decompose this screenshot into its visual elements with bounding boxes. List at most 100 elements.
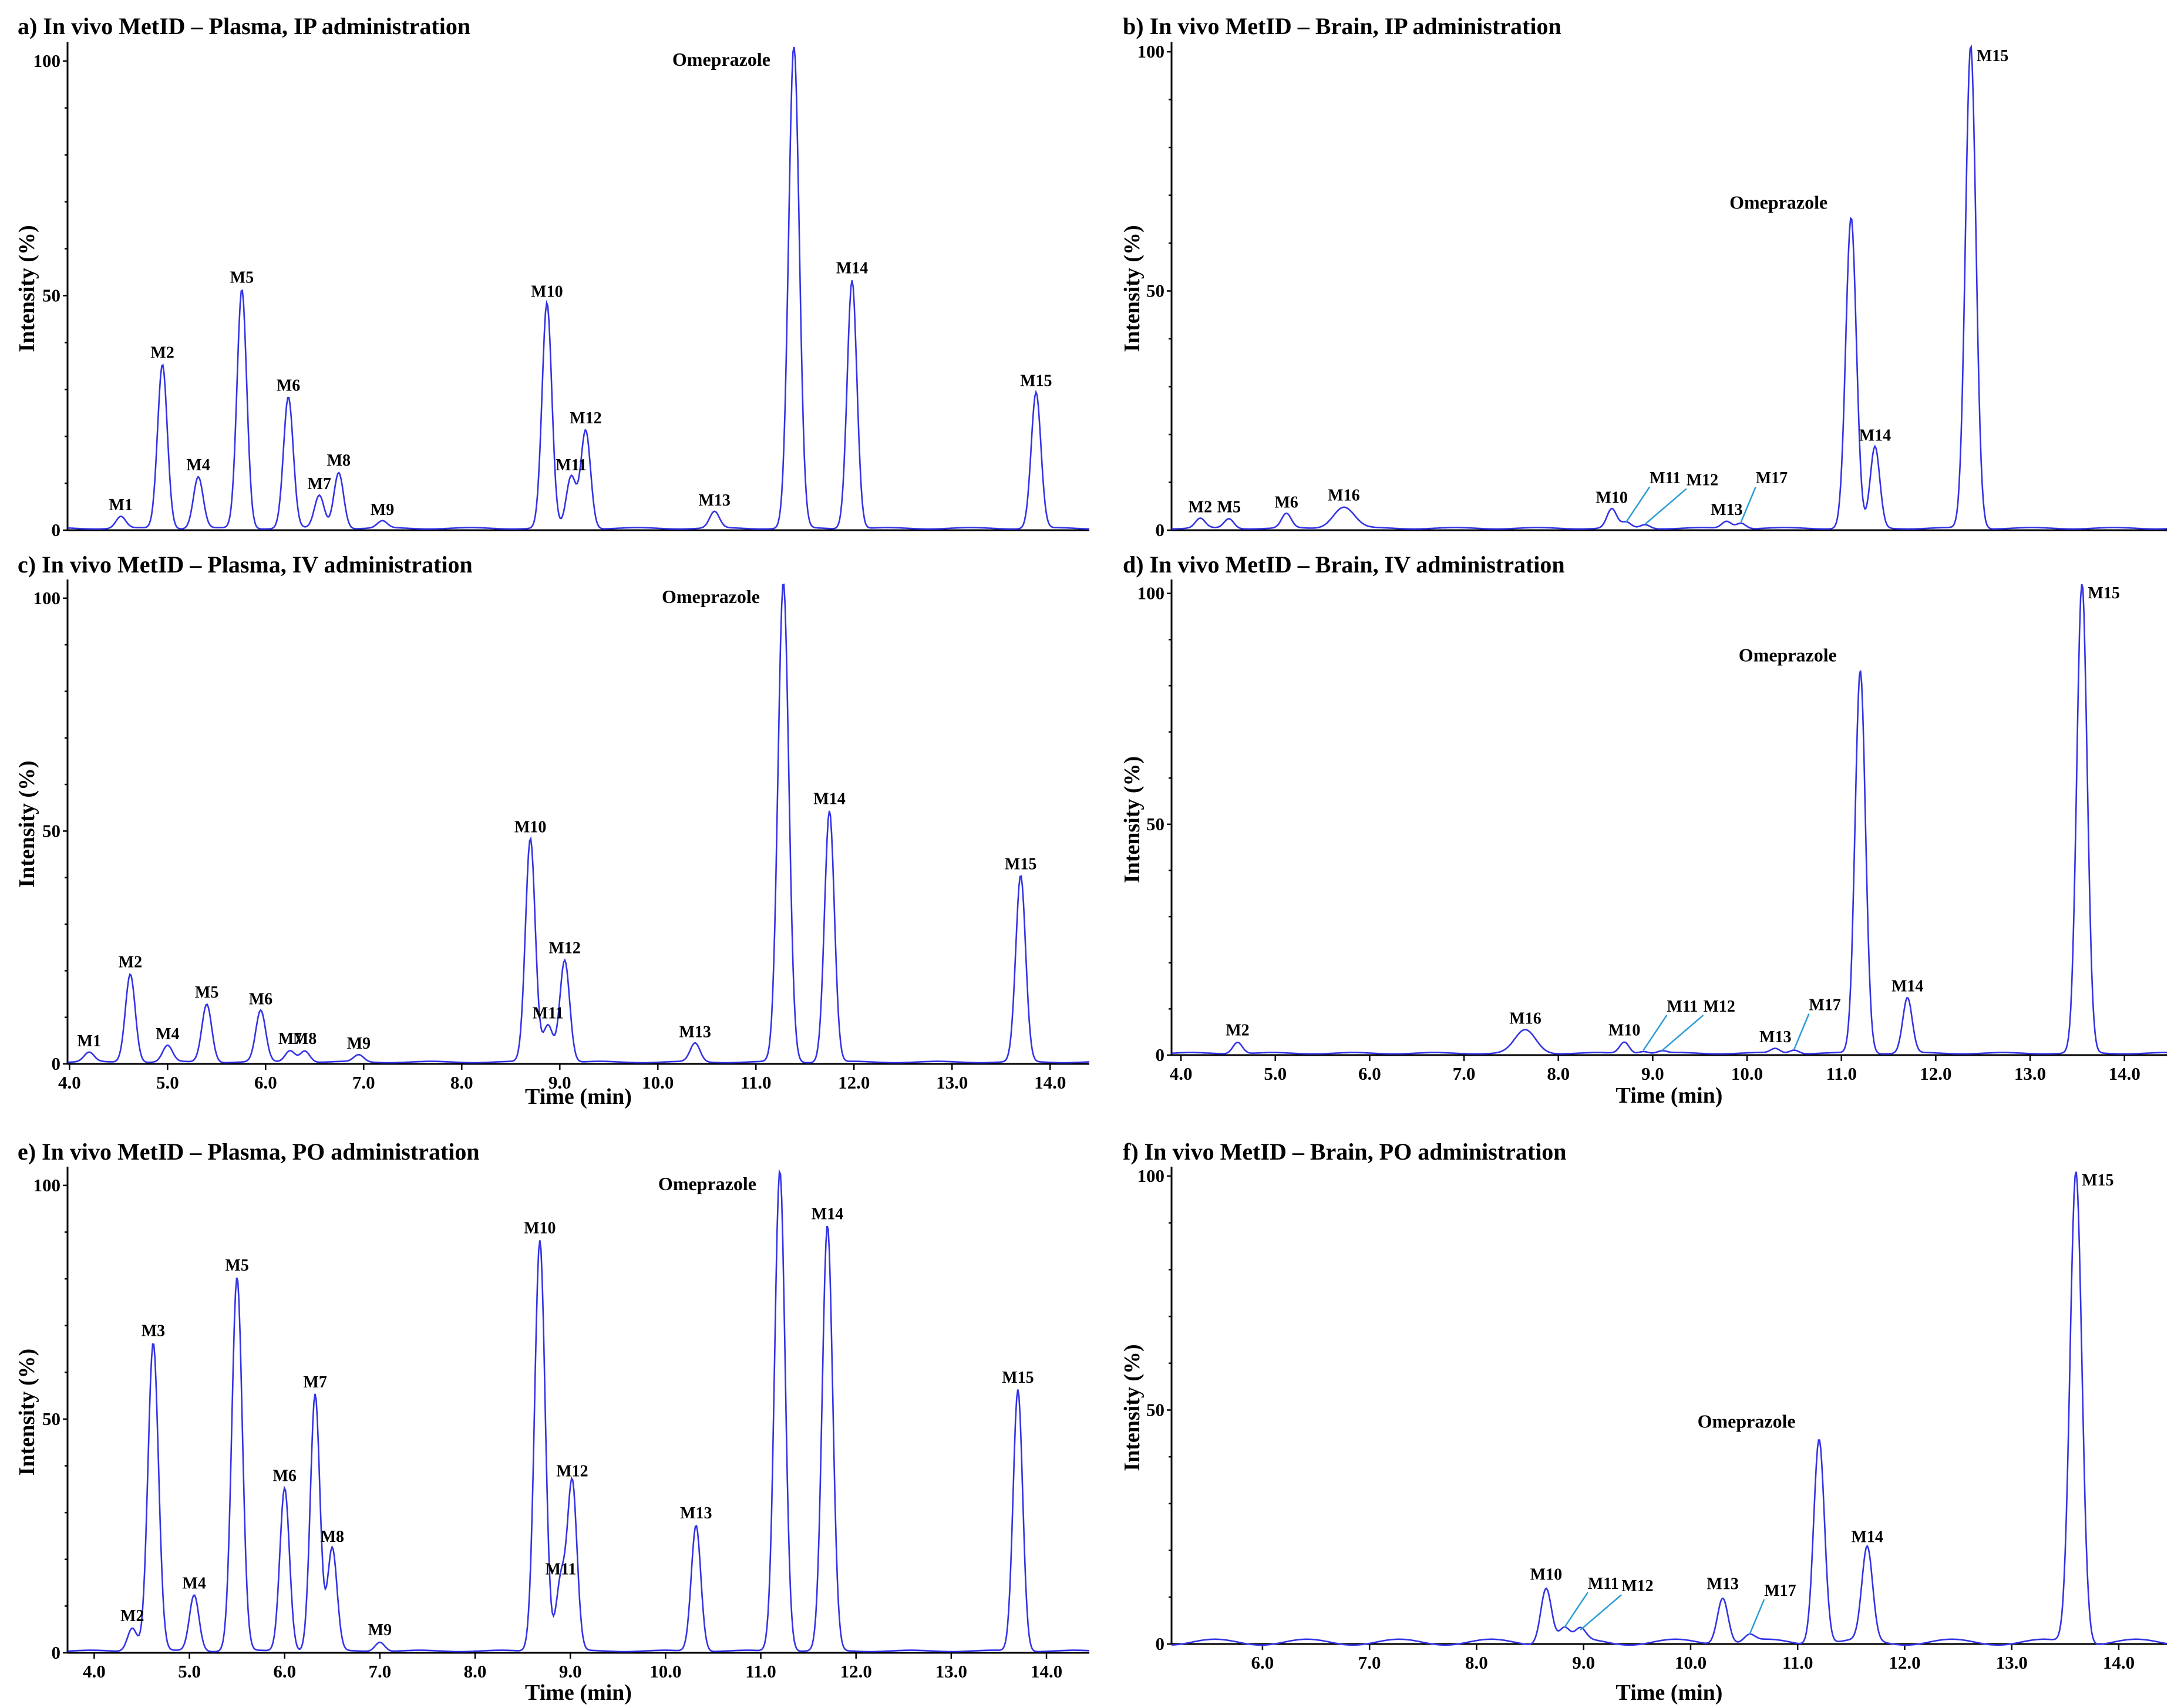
peak-label: Omeprazole <box>1698 1410 1796 1431</box>
peak-label: M17 <box>1809 996 1840 1015</box>
peak-label: M5 <box>230 268 254 287</box>
peak-label: M6 <box>249 991 272 1009</box>
y-tick-label: 50 <box>42 285 60 305</box>
y-tick-label: 100 <box>1137 41 1165 62</box>
peak-leader-line <box>1625 486 1651 523</box>
x-tick-label: 6.0 <box>273 1661 296 1682</box>
peak-label: M15 <box>1005 855 1036 874</box>
peak-label: M3 <box>142 1322 165 1340</box>
y-tick-label: 50 <box>1146 814 1164 834</box>
peak-label: M6 <box>273 1467 297 1485</box>
peak-leader-line <box>1740 486 1756 523</box>
y-tick-label: 50 <box>42 1409 60 1429</box>
panel-title: e) In vivo MetID – Plasma, PO administra… <box>18 1138 480 1165</box>
peak-label: M12 <box>556 1462 588 1480</box>
peak-leader-line <box>1644 488 1687 525</box>
y-tick-label: 0 <box>52 1642 61 1663</box>
x-tick-label: 13.0 <box>935 1661 967 1682</box>
y-tick-label: 0 <box>52 520 61 540</box>
panel-title: d) In vivo MetID – Brain, IV administrat… <box>1123 551 1565 578</box>
peak-label: Omeprazole <box>1729 191 1827 213</box>
x-tick-label: 9.0 <box>548 1072 571 1093</box>
peak-label: M10 <box>1530 1565 1562 1584</box>
x-tick-label: 11.0 <box>1782 1652 1813 1673</box>
y-tick-label: 100 <box>1137 583 1165 604</box>
peak-label: M13 <box>679 1023 711 1041</box>
peak-label: M8 <box>321 1528 344 1546</box>
peak-label: M17 <box>1756 469 1788 487</box>
peak-label: M5 <box>225 1256 248 1275</box>
x-tick-label: 14.0 <box>2109 1063 2140 1084</box>
chromatogram-trace <box>67 1168 1090 1653</box>
peak-label: M2 <box>119 953 142 971</box>
y-axis-label: Intensity (%) <box>15 760 39 887</box>
panel-f: f) In vivo MetID – Brain, PO administrat… <box>1120 1138 2167 1705</box>
chromatogram-trace <box>67 46 1090 530</box>
chromatogram-trace <box>68 583 1090 1064</box>
x-tick-label: 14.0 <box>2103 1652 2135 1673</box>
x-tick-label: 4.0 <box>1170 1063 1193 1084</box>
peak-label: M12 <box>570 409 601 427</box>
panel-title: f) In vivo MetID – Brain, PO administrat… <box>1123 1138 1567 1165</box>
peak-label: M9 <box>371 501 394 519</box>
y-tick-label: 50 <box>1146 1399 1164 1420</box>
x-tick-label: 13.0 <box>936 1072 968 1093</box>
panel-d: d) In vivo MetID – Brain, IV administrat… <box>1120 551 2167 1108</box>
peak-label: M15 <box>1002 1369 1034 1387</box>
peak-label: M1 <box>78 1032 101 1050</box>
peak-label: M9 <box>347 1035 371 1053</box>
x-axis-label: Time (min) <box>525 1084 632 1109</box>
x-tick-label: 12.0 <box>1889 1652 1920 1673</box>
peak-label: M11 <box>533 1005 564 1023</box>
peak-label: M14 <box>1859 426 1891 444</box>
peak-label: M4 <box>182 1574 206 1592</box>
peak-label: M16 <box>1328 486 1359 504</box>
peak-label: M13 <box>680 1504 712 1522</box>
peak-label: M14 <box>1851 1528 1883 1547</box>
peak-label: M7 <box>308 475 331 493</box>
x-tick-label: 4.0 <box>58 1072 81 1093</box>
x-tick-label: 8.0 <box>464 1661 487 1682</box>
peak-label: M14 <box>836 260 868 278</box>
x-tick-label: 5.0 <box>178 1661 201 1682</box>
panel-a: a) In vivo MetID – Plasma, IP administra… <box>15 13 1090 540</box>
peak-label: M13 <box>1711 501 1742 519</box>
peak-label: M10 <box>514 818 546 836</box>
peak-label: M15 <box>2088 584 2119 602</box>
y-tick-label: 0 <box>1156 520 1165 540</box>
x-tick-label: 10.0 <box>1731 1063 1763 1084</box>
x-tick-label: 11.0 <box>745 1661 776 1682</box>
chromatogram-trace <box>1171 44 2167 530</box>
peak-label: M2 <box>150 343 174 362</box>
peak-label: M14 <box>1891 978 1923 996</box>
peak-label: M16 <box>1509 1010 1541 1028</box>
peak-label: M12 <box>1621 1577 1653 1595</box>
peak-label: M10 <box>524 1219 556 1237</box>
peak-label: M13 <box>699 491 731 510</box>
y-tick-label: 50 <box>1146 281 1164 301</box>
x-tick-label: 5.0 <box>156 1072 179 1093</box>
peak-label: M17 <box>1764 1582 1796 1600</box>
peak-leader-line <box>1749 1599 1765 1635</box>
x-tick-label: 7.0 <box>369 1661 392 1682</box>
x-tick-label: 12.0 <box>840 1661 872 1682</box>
panel-title: a) In vivo MetID – Plasma, IP administra… <box>18 13 470 39</box>
peak-leader-line <box>1643 1015 1668 1051</box>
y-axis-label: Intensity (%) <box>15 225 39 352</box>
peak-label: M4 <box>186 456 210 474</box>
peak-label: M12 <box>548 939 580 957</box>
peak-label: M15 <box>2082 1171 2113 1190</box>
peak-label: M6 <box>277 376 300 395</box>
peak-label: Omeprazole <box>672 49 770 70</box>
peak-label: M11 <box>556 456 587 474</box>
y-tick-label: 0 <box>1156 1045 1165 1065</box>
y-tick-label: 100 <box>33 1175 61 1195</box>
x-tick-label: 10.0 <box>1675 1652 1707 1673</box>
x-tick-label: 7.0 <box>352 1072 375 1093</box>
x-axis-label: Time (min) <box>525 1680 632 1705</box>
x-axis-label: Time (min) <box>1616 1680 1723 1705</box>
peak-leader-line <box>1563 1592 1588 1628</box>
peak-label: M8 <box>327 452 351 470</box>
x-tick-label: 11.0 <box>741 1072 772 1093</box>
